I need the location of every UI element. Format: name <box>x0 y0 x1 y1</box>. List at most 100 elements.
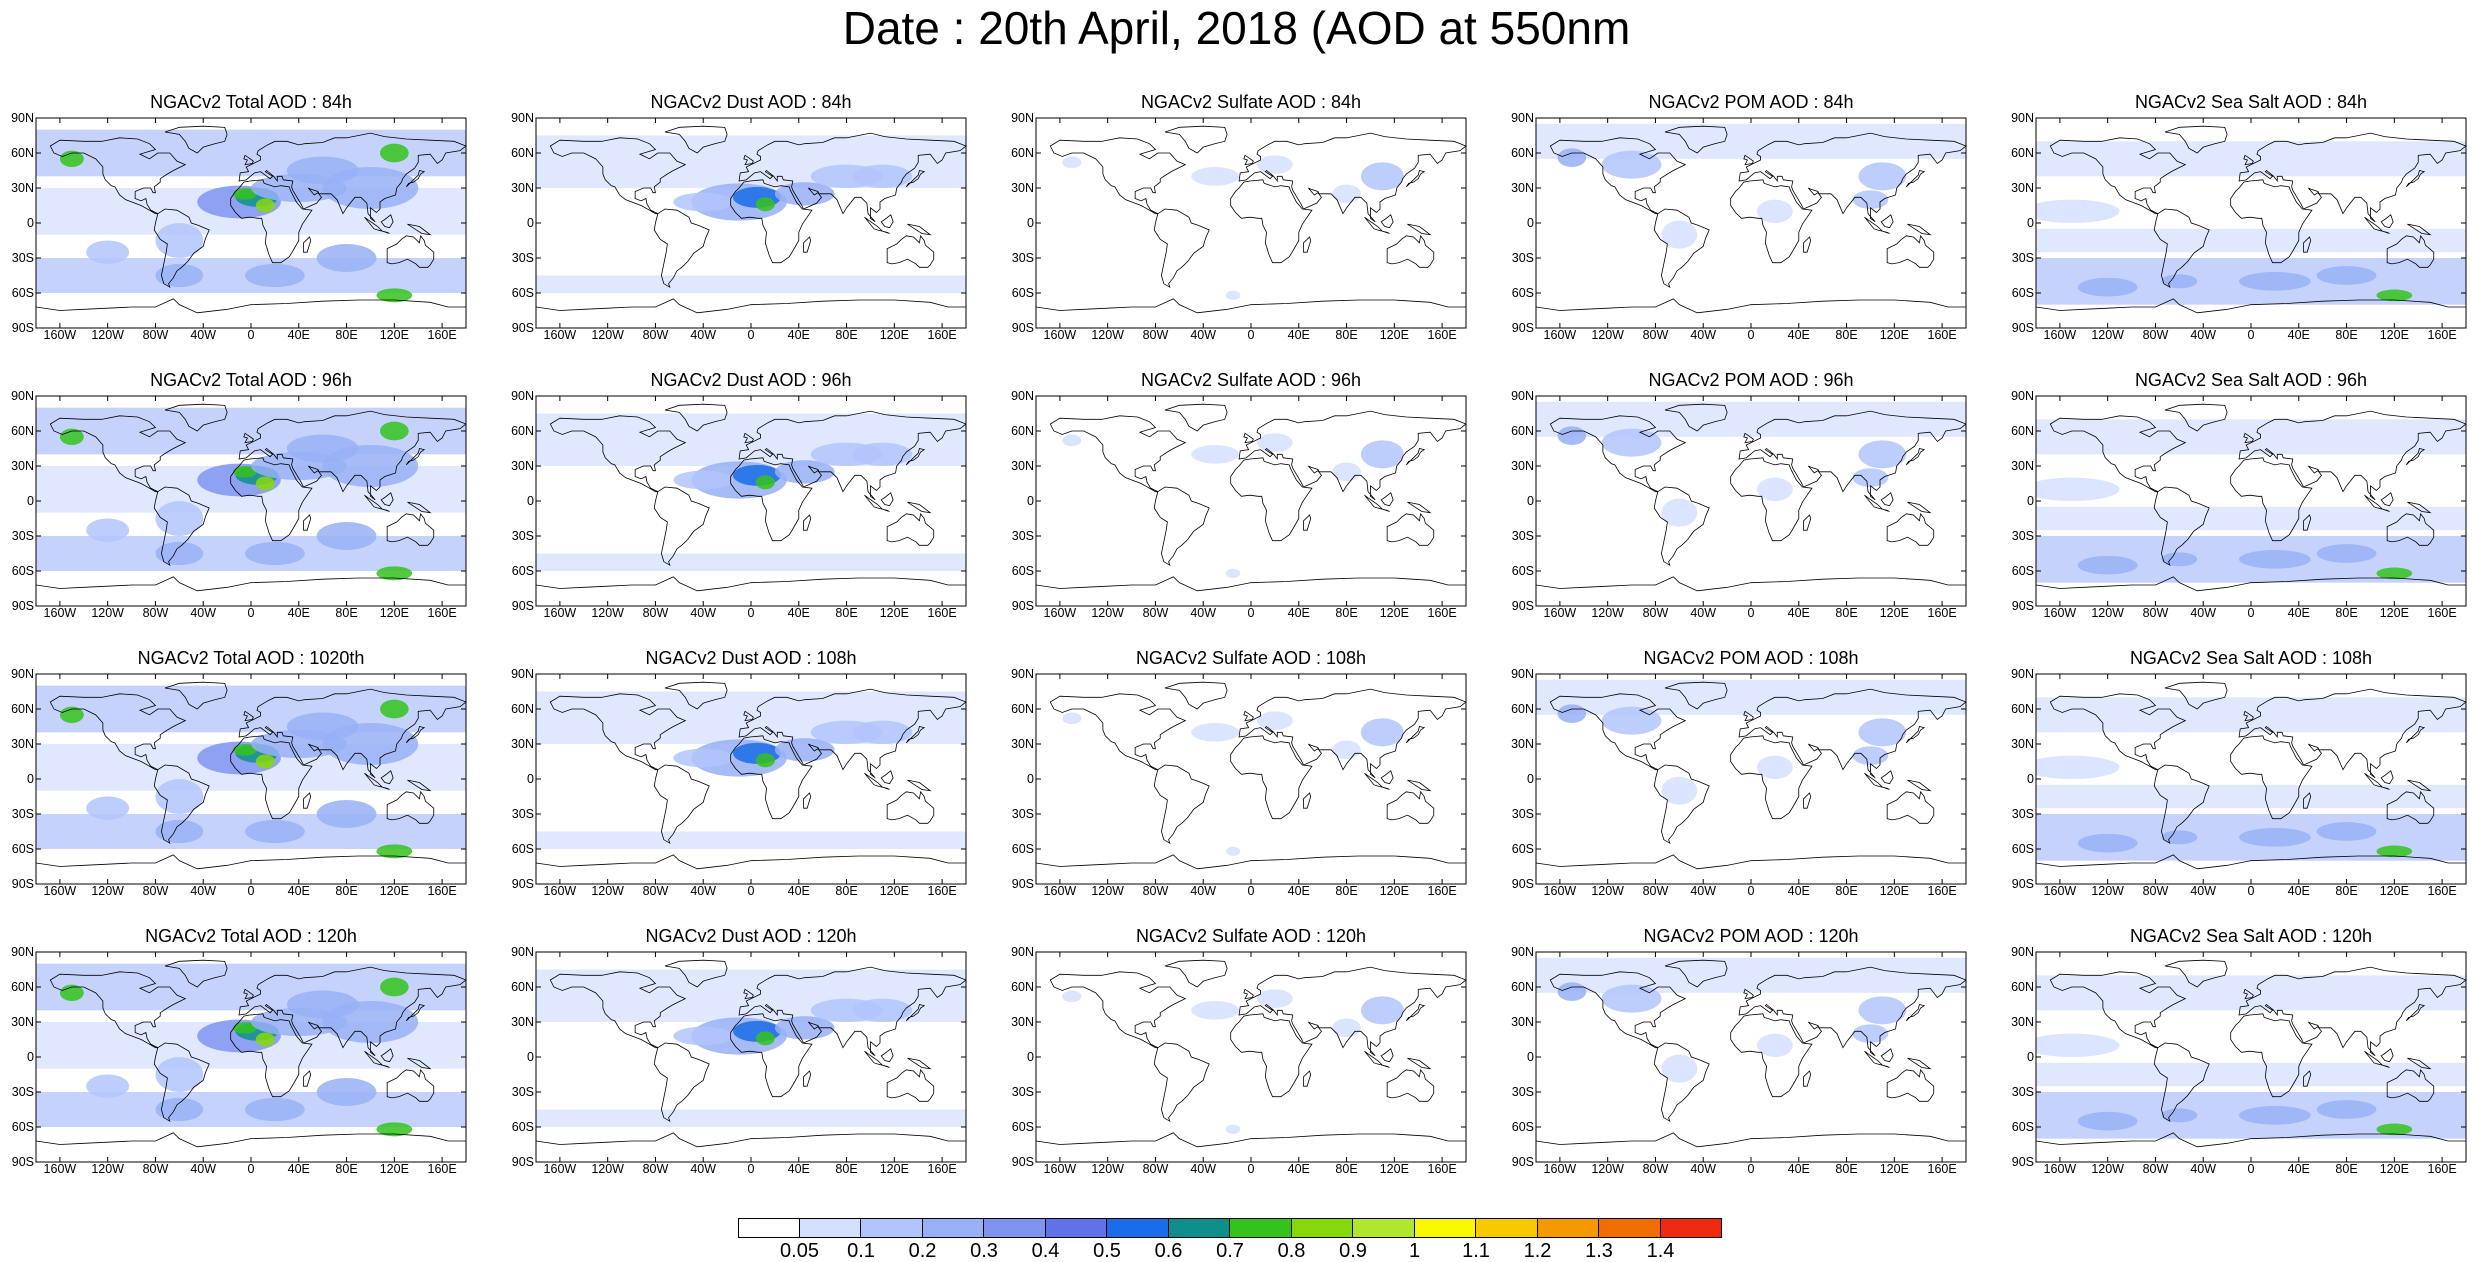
lon-label: 160E <box>927 606 957 620</box>
lon-label: 120E <box>1379 606 1409 620</box>
coastline-africa <box>2230 1013 2313 1098</box>
aod-plume <box>1756 199 1793 223</box>
coastline-south-america <box>653 208 710 289</box>
lat-label: 90N <box>1511 111 1534 125</box>
coastline-antarctica <box>36 854 466 870</box>
coastline-borneo <box>380 770 394 785</box>
coastline-africa <box>230 457 313 542</box>
aod-plume <box>673 192 734 212</box>
lat-label: 0 <box>527 494 534 508</box>
aod-band <box>2036 228 2466 253</box>
aod-plume <box>1360 996 1404 1025</box>
panel-title: NGACv2 Dust AOD : 84h <box>650 92 852 112</box>
lat-label: 90N <box>1011 945 1034 959</box>
lat-label: 60N <box>11 424 34 438</box>
panel-title: NGACv2 Sulfate AOD : 84h <box>1140 92 1362 112</box>
panel-title: NGACv2 Sea Salt AOD : 120h <box>2129 926 2373 946</box>
lon-label: 160E <box>1427 328 1457 342</box>
aod-plume <box>233 1022 257 1034</box>
aod-plume <box>380 143 409 163</box>
coastline-antarctica <box>536 298 966 314</box>
lon-label: 0 <box>747 606 755 620</box>
world-map <box>2035 673 2467 885</box>
lon-label: 120W <box>91 884 124 898</box>
lat-label: 30N <box>11 1015 34 1029</box>
aod-band <box>1536 679 1966 715</box>
lat-label: 60S <box>2011 842 2034 856</box>
panel-title: NGACv2 POM AOD : 84h <box>1648 92 1854 112</box>
coastline-madagascar <box>803 514 812 531</box>
coastline-indonesia <box>2364 216 2390 234</box>
coastline-north-america <box>2049 693 2187 771</box>
lat-label: 30S <box>2011 529 2034 543</box>
aod-plume <box>1256 155 1293 174</box>
coastline-south-america <box>153 764 210 845</box>
world-map <box>535 395 967 607</box>
coastline-antarctica <box>1536 854 1966 870</box>
coastline-africa <box>230 1013 313 1098</box>
lon-label: 160E <box>427 606 457 620</box>
coastline-antarctica <box>1536 1132 1966 1148</box>
aod-plume <box>245 263 305 288</box>
lat-label: 90S <box>511 599 534 613</box>
lon-label: 40E <box>1787 1162 1810 1176</box>
lat-label: 60N <box>2011 980 2034 994</box>
coastline-antarctica <box>2036 854 2466 870</box>
coastline-eurasia <box>1738 688 1966 779</box>
map-panel: NGACv2 Sulfate AOD : 120h 90N 60N 30N 0 30S 60… <box>1000 926 1470 1191</box>
coastline-indonesia <box>364 494 390 512</box>
coastline-madagascar <box>2303 514 2312 531</box>
panel-title: NGACv2 Sulfate AOD : 108h <box>1135 648 1367 668</box>
coastline-indonesia <box>1864 1050 1890 1068</box>
lon-label: 40E <box>2287 606 2310 620</box>
aod-plume <box>1360 718 1404 747</box>
aod-plume <box>1661 1054 1698 1083</box>
lon-label: 160W <box>43 1162 77 1176</box>
coastline-japan <box>405 170 426 188</box>
coastline-indonesia <box>364 216 390 234</box>
lon-label: 120E <box>379 884 409 898</box>
aod-plume <box>1756 477 1793 501</box>
coastline-uk <box>1743 988 1754 1000</box>
lon-label: 0 <box>1747 1162 1755 1176</box>
coastline-africa <box>1730 179 1813 264</box>
lon-label: 160E <box>2427 328 2457 342</box>
aod-plume <box>1360 440 1404 469</box>
coastline-greenland <box>2164 403 2228 432</box>
coastline-north-america <box>1049 693 1187 771</box>
coastline-antarctica <box>536 1132 966 1148</box>
lon-label: 120E <box>1379 884 1409 898</box>
lat-label: 60S <box>11 842 34 856</box>
coastline-greenland <box>1164 681 1228 710</box>
coastline-madagascar <box>303 1070 312 1087</box>
panel-title: NGACv2 Dust AOD : 96h <box>650 370 852 390</box>
aod-plume <box>322 723 419 765</box>
lon-label: 40W <box>2190 1162 2217 1176</box>
lon-label: 0 <box>2247 1162 2255 1176</box>
coastline-uk <box>1243 710 1254 722</box>
aod-plume <box>1332 184 1361 204</box>
lat-label: 0 <box>1527 494 1534 508</box>
map-panel: NGACv2 Total AOD : 96h 90N 60N 30N 0 30S 60S 90… <box>0 370 470 635</box>
aod-plume <box>1852 746 1889 765</box>
coastline-greenland <box>664 959 728 988</box>
aod-plume <box>86 796 130 820</box>
coastline-antarctica <box>1036 854 1466 870</box>
coastline-africa <box>1230 457 1313 542</box>
lon-label: 80E <box>2335 884 2358 898</box>
coastline-madagascar <box>303 792 312 809</box>
panel-title: NGACv2 Total AOD : 96h <box>150 370 352 390</box>
aod-plume <box>245 541 305 566</box>
coastline-madagascar <box>803 1070 812 1087</box>
aod-plume <box>155 1097 204 1122</box>
lat-label: 0 <box>1027 1050 1034 1064</box>
aod-plume <box>2077 555 2138 575</box>
lat-label: 60S <box>2011 286 2034 300</box>
coastline-greenland <box>1164 125 1228 154</box>
coastline-madagascar <box>1303 514 1312 531</box>
lon-label: 160E <box>2427 1162 2457 1176</box>
coastline-greenland <box>664 403 728 432</box>
coastline-new-guinea <box>1907 1057 1932 1070</box>
aod-plume <box>1062 434 1082 447</box>
aod-plume <box>255 198 275 213</box>
